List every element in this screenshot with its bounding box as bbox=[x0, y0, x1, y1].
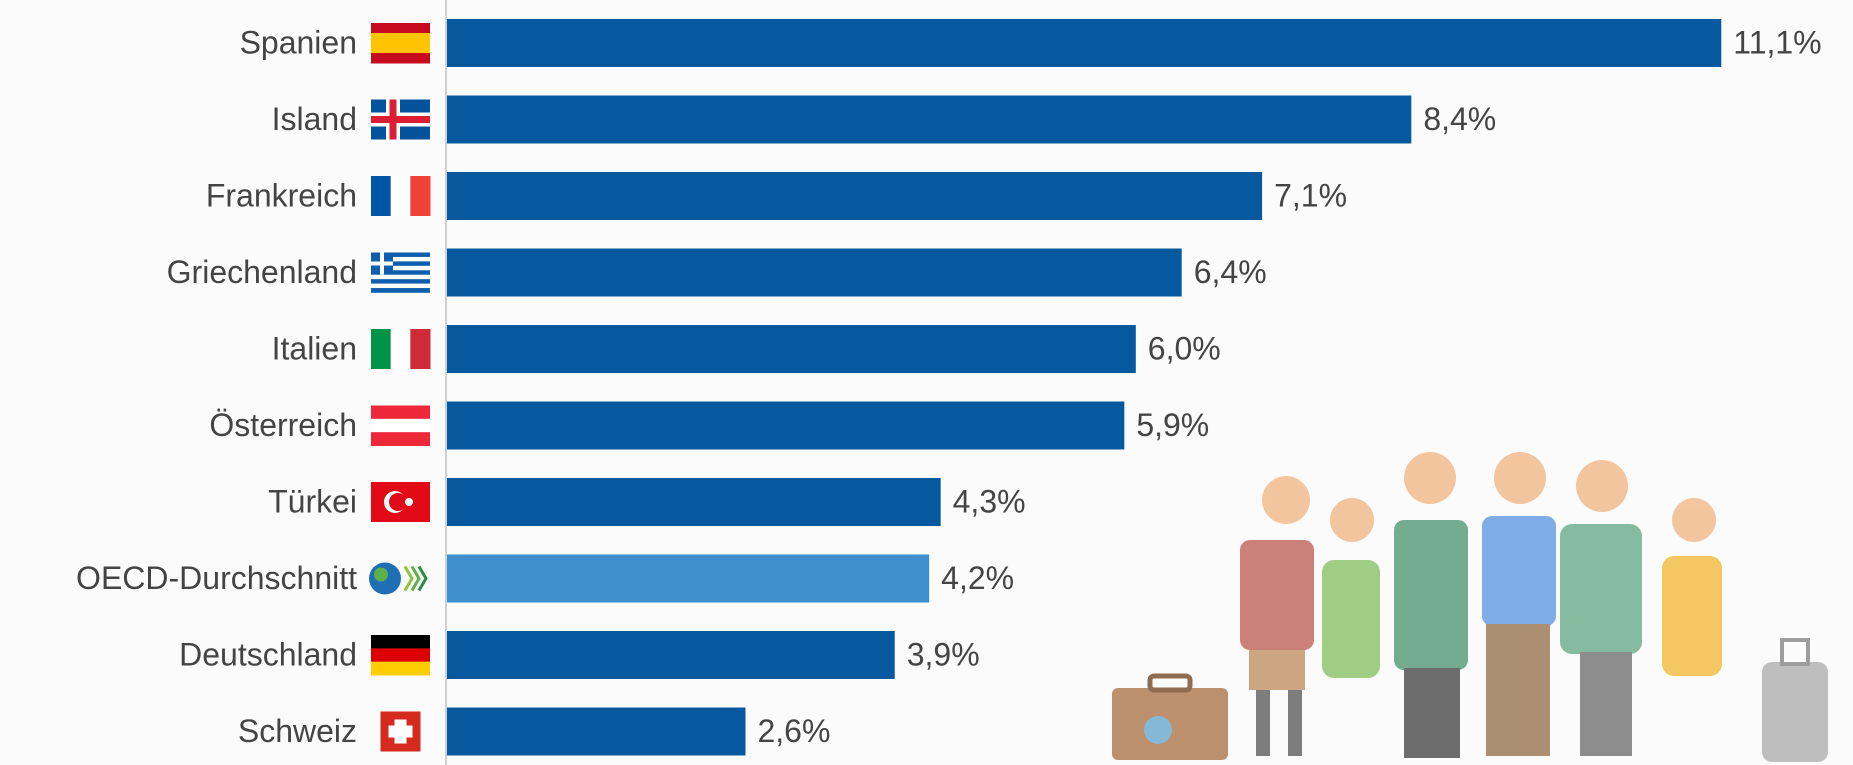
value-label: 3,9% bbox=[907, 636, 980, 672]
flag-stripe bbox=[410, 176, 431, 216]
value-label: 11,1% bbox=[1733, 24, 1821, 60]
flag-icon bbox=[371, 23, 430, 64]
flag-stripe bbox=[371, 329, 392, 369]
flag-star bbox=[405, 498, 413, 506]
flag-stripe bbox=[390, 176, 411, 216]
flag-stripe bbox=[371, 256, 430, 262]
bar bbox=[447, 325, 1136, 373]
flag-icon bbox=[371, 635, 430, 676]
category-label: Deutschland bbox=[179, 636, 357, 672]
bar bbox=[447, 248, 1182, 297]
flag-cross bbox=[389, 99, 397, 140]
value-label: 4,3% bbox=[953, 483, 1026, 519]
flag-icon bbox=[380, 711, 421, 752]
flag-icon bbox=[371, 405, 430, 446]
flag-stripe bbox=[371, 23, 430, 34]
value-label: 4,2% bbox=[941, 560, 1014, 596]
bar bbox=[447, 707, 746, 756]
bar bbox=[447, 554, 930, 603]
flag-icon bbox=[371, 252, 430, 293]
value-label: 6,0% bbox=[1148, 330, 1221, 366]
oecd-chevron bbox=[410, 565, 421, 592]
bar bbox=[447, 478, 941, 526]
category-label: Island bbox=[272, 101, 357, 137]
flag-stripe bbox=[371, 279, 430, 284]
flag-stripe bbox=[371, 283, 430, 289]
oecd-globe bbox=[374, 567, 388, 582]
bar bbox=[447, 172, 1263, 220]
flag-stripe bbox=[371, 53, 430, 64]
category-label: Italien bbox=[272, 330, 357, 366]
value-label: 2,6% bbox=[757, 713, 830, 749]
value-label: 8,4% bbox=[1423, 101, 1496, 137]
flag-icon bbox=[371, 99, 430, 140]
flag-icon bbox=[371, 329, 431, 369]
flag-stripe bbox=[371, 274, 430, 280]
flag-cross bbox=[388, 725, 413, 738]
flag-stripe bbox=[371, 252, 430, 258]
flag-cross bbox=[380, 252, 384, 275]
flag-stripe bbox=[371, 648, 430, 663]
flag-stripe bbox=[371, 432, 430, 446]
oecd-chevron bbox=[417, 565, 428, 592]
flag-stripe bbox=[390, 329, 411, 369]
flag-stripe bbox=[371, 261, 430, 267]
flag-stripe bbox=[371, 405, 430, 420]
oecd-chevron bbox=[403, 565, 414, 592]
flag-icon bbox=[369, 562, 428, 595]
category-label: Griechenland bbox=[167, 254, 357, 290]
flag-icon bbox=[371, 482, 430, 522]
category-label: Spanien bbox=[240, 24, 357, 60]
value-label: 7,1% bbox=[1274, 177, 1347, 213]
flag-stripe bbox=[371, 418, 430, 433]
flag-stripe bbox=[371, 661, 430, 676]
flag-stripe bbox=[371, 43, 430, 54]
value-label: 6,4% bbox=[1194, 254, 1267, 290]
flag-stripe bbox=[371, 265, 430, 271]
flag-stripe bbox=[371, 288, 430, 293]
value-label: 5,9% bbox=[1136, 407, 1209, 443]
illustration bbox=[1112, 452, 1828, 762]
flag-stripe bbox=[371, 635, 430, 649]
flag-stripe bbox=[410, 329, 431, 369]
flag-icon bbox=[371, 176, 431, 216]
flag-stripe bbox=[371, 176, 392, 216]
flag-stripe bbox=[371, 33, 430, 44]
category-label: Österreich bbox=[209, 407, 357, 443]
flag-cross bbox=[371, 116, 430, 123]
bar bbox=[447, 19, 1722, 67]
category-label: OECD-Durchschnitt bbox=[76, 560, 357, 596]
bar bbox=[447, 95, 1412, 144]
flag-stripe bbox=[371, 270, 430, 276]
bar bbox=[447, 401, 1125, 450]
flag-crescent bbox=[389, 493, 407, 511]
category-label: Frankreich bbox=[206, 177, 357, 213]
category-label: Türkei bbox=[268, 483, 357, 519]
bar bbox=[447, 631, 895, 679]
category-label: Schweiz bbox=[238, 713, 357, 749]
